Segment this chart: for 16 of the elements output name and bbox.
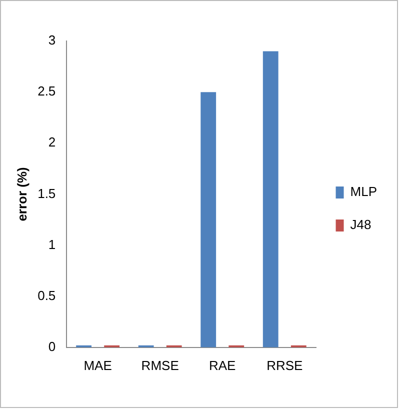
y-tick-label: 3 (48, 32, 56, 48)
bar (262, 51, 278, 348)
x-tick-label: RMSE (141, 358, 180, 373)
y-tick-label: 1 (48, 236, 56, 252)
x-tick-label: RAE (208, 358, 236, 373)
legend-label: MLP (350, 184, 378, 200)
x-tick-label: MAE (84, 358, 112, 373)
bar (200, 92, 216, 348)
legend-label: J48 (350, 217, 372, 232)
y-tick-label: 0 (48, 338, 56, 354)
y-tick-label: 2 (48, 134, 56, 150)
y-tick-label: 2.5 (38, 84, 56, 99)
y-tick-label: 1.5 (38, 186, 56, 201)
x-tick-label: RRSE (266, 358, 304, 373)
y-tick-label: 0.5 (38, 288, 56, 303)
y-axis-title: error (%) (14, 167, 30, 222)
